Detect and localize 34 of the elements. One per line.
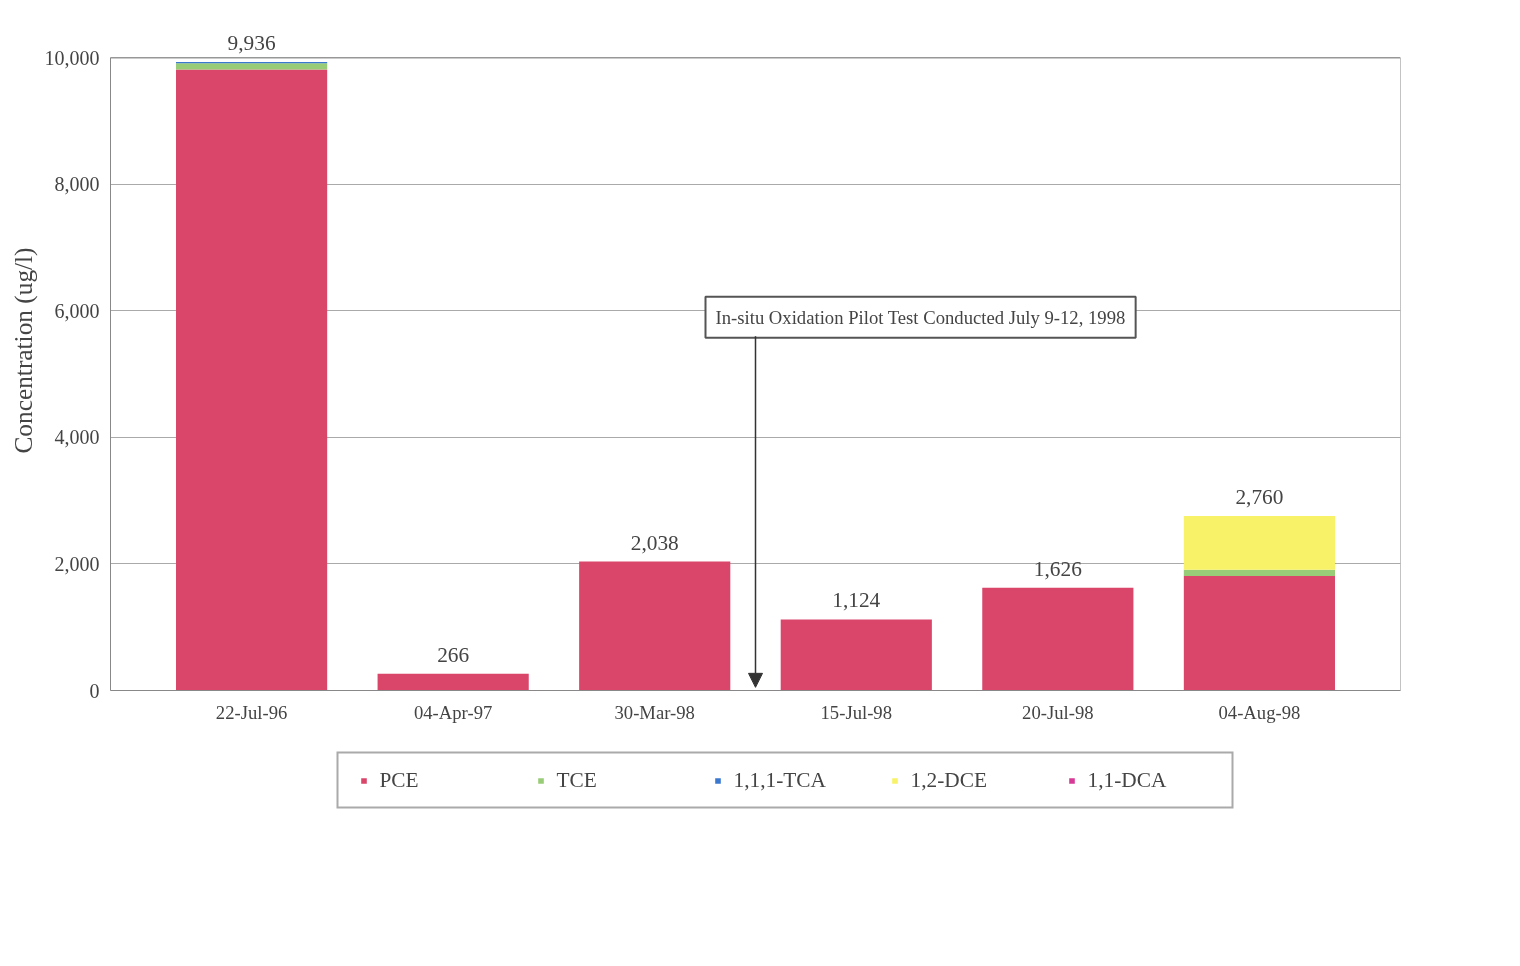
- bar: [1183, 515, 1335, 570]
- total-label: 9,936: [227, 30, 276, 55]
- bar: [1183, 576, 1335, 691]
- bar: [579, 561, 731, 691]
- bar: [780, 619, 932, 691]
- bar: [176, 69, 328, 691]
- legend-label: 1,2-DCE: [910, 767, 988, 793]
- total-label: 2,760: [1235, 484, 1284, 509]
- legend-label: 1,1,1-TCA: [733, 767, 827, 793]
- x-tick-label: 04-Apr-97: [413, 701, 493, 723]
- y-tick-label: 4,000: [54, 426, 100, 449]
- bar: [377, 673, 529, 691]
- legend-label: TCE: [556, 767, 598, 793]
- x-tick-label: 15-Jul-98: [820, 701, 893, 723]
- legend-label: PCE: [379, 767, 420, 793]
- bar: [176, 63, 328, 70]
- y-axis-title: Concentration (ug/l): [8, 247, 38, 454]
- y-tick-label: 6,000: [54, 299, 100, 322]
- total-label: 2,038: [630, 530, 679, 555]
- y-tick-label: 0: [89, 679, 100, 702]
- y-tick-label: 8,000: [54, 173, 100, 196]
- y-tick-label: 2,000: [54, 552, 100, 575]
- bar: [982, 587, 1134, 691]
- x-tick-label: 20-Jul-98: [1022, 701, 1094, 723]
- y-tick-label: 10,000: [44, 46, 100, 69]
- legend-label: 1,1-DCA: [1087, 767, 1168, 793]
- total-label: 1,626: [1033, 556, 1083, 581]
- x-tick-label: 22-Jul-96: [215, 701, 288, 723]
- x-tick-label: 30-Mar-98: [614, 701, 695, 723]
- bar: [1183, 569, 1335, 577]
- total-label: 266: [437, 642, 470, 667]
- total-label: 1,124: [832, 588, 881, 613]
- x-tick-label: 04-Aug-98: [1218, 701, 1301, 723]
- annotation: In-situ Oxidation Pilot Test Conducted July 9-12, 1998: [715, 306, 1126, 328]
